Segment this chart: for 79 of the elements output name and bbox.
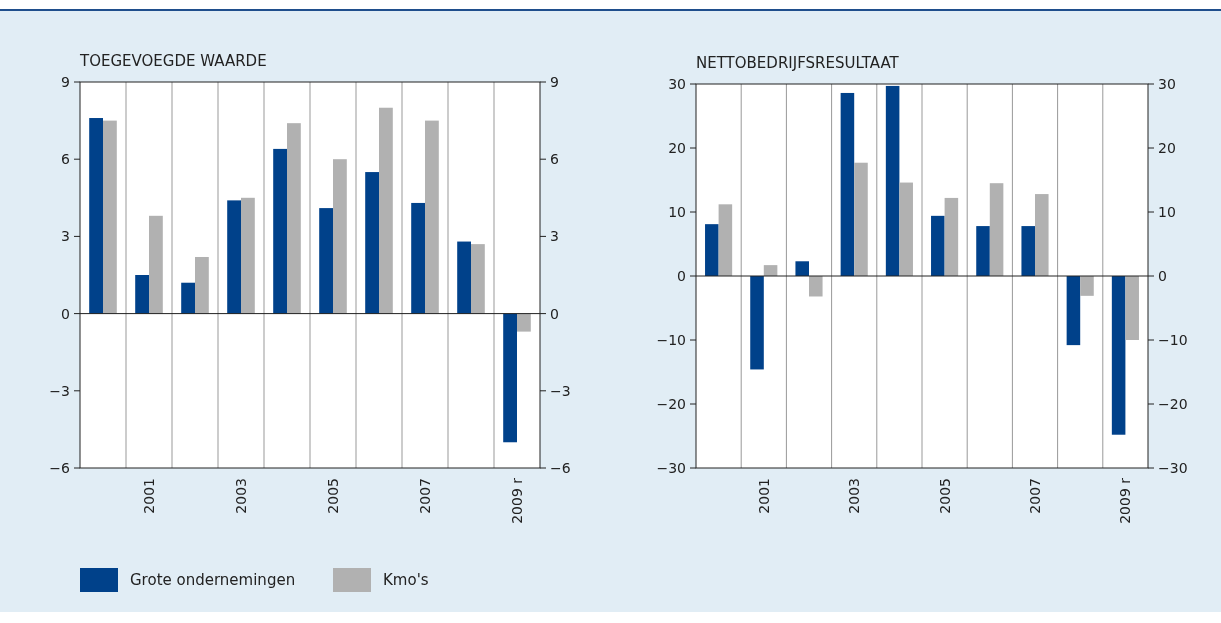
bar: [287, 123, 301, 314]
bar: [1080, 276, 1094, 296]
bar: [989, 183, 1004, 276]
y2-tick-label: 10: [1158, 203, 1176, 220]
bar: [795, 261, 809, 276]
y-tick-label: 6: [61, 151, 71, 168]
bar: [718, 204, 733, 276]
bar: [1125, 276, 1139, 340]
y2-tick-label: −6: [550, 459, 571, 476]
bar: [471, 244, 485, 314]
bar: [750, 276, 764, 370]
y-tick-label: 3: [61, 228, 70, 245]
y2-tick-label: −10: [1158, 331, 1188, 348]
y2-tick-label: 9: [550, 73, 559, 90]
bar: [457, 241, 471, 314]
bar: [195, 256, 209, 314]
y-tick-label: 20: [668, 139, 686, 156]
bar: [503, 313, 517, 443]
x-tick-label: 2003: [846, 478, 863, 514]
y-tick-label: 30: [668, 75, 686, 92]
x-tick-label: 2009 r: [508, 477, 525, 524]
bar: [1021, 226, 1035, 276]
y-tick-label: −10: [656, 331, 686, 348]
bar: [333, 159, 347, 314]
y2-tick-label: 20: [1158, 139, 1176, 156]
y-tick-label: −30: [656, 459, 686, 476]
bar: [1066, 276, 1081, 346]
bar: [840, 92, 855, 276]
bar: [319, 208, 333, 314]
y2-tick-label: 0: [550, 305, 559, 322]
bar: [135, 275, 149, 314]
legend-label: Kmo's: [383, 571, 429, 590]
bar: [899, 182, 913, 276]
bar: [103, 120, 117, 314]
x-tick-label: 2007: [416, 478, 433, 514]
y2-tick-label: 0: [1158, 267, 1167, 284]
bar: [809, 276, 823, 297]
y-tick-label: −20: [656, 395, 686, 412]
bar: [517, 313, 531, 332]
y2-tick-label: −20: [1158, 395, 1188, 412]
y2-tick-label: −3: [550, 382, 571, 399]
x-tick-label: 2009 r: [1117, 477, 1134, 524]
bar: [1035, 194, 1049, 276]
x-tick-label: 2005: [324, 478, 341, 514]
bar: [365, 172, 379, 314]
y-tick-label: −3: [49, 382, 70, 399]
x-tick-label: 2007: [1026, 478, 1043, 514]
bar: [149, 215, 163, 314]
y2-tick-label: 3: [550, 228, 559, 245]
bar: [411, 202, 425, 314]
legend-label: Grote ondernemingen: [130, 571, 296, 590]
bar: [705, 224, 719, 276]
bar: [227, 200, 241, 314]
bar: [944, 197, 959, 276]
x-tick-label: 2003: [232, 478, 249, 514]
y2-tick-label: 30: [1158, 75, 1176, 92]
x-tick-label: 2005: [936, 478, 953, 514]
bar: [885, 85, 900, 276]
bar: [273, 148, 287, 314]
chart-title: TOEGEVOEGDE WAARDE: [79, 52, 267, 70]
chart-title: NETTOBEDRIJFSRESULTAAT: [696, 54, 900, 72]
bar: [854, 162, 868, 276]
bar: [976, 226, 990, 276]
bar: [241, 197, 255, 314]
y2-tick-label: 6: [550, 151, 559, 168]
y-tick-label: 9: [61, 73, 70, 90]
bar: [379, 107, 393, 314]
bar: [931, 215, 945, 276]
x-tick-label: 2001: [755, 478, 772, 514]
bar: [425, 120, 439, 314]
bar: [89, 118, 103, 314]
y-tick-label: 0: [61, 305, 70, 322]
x-tick-label: 2001: [140, 478, 157, 514]
y-tick-label: 10: [668, 203, 686, 220]
bar: [181, 282, 195, 314]
y-tick-label: 0: [677, 267, 686, 284]
y-tick-label: −6: [49, 459, 71, 476]
y2-tick-label: −30: [1158, 459, 1188, 476]
bar: [1111, 276, 1126, 435]
